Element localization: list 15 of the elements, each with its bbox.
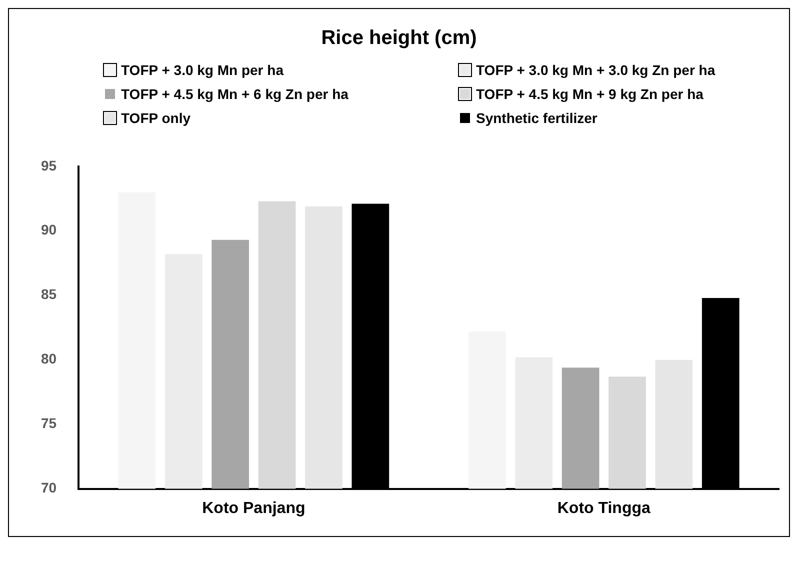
legend-label: TOFP + 4.5 kg Mn + 6 kg Zn per ha <box>121 86 348 102</box>
y-tick-label: 70 <box>40 480 57 496</box>
x-tick-label: Koto Tingga <box>557 500 650 517</box>
chart-title: Rice height (cm) <box>320 26 478 51</box>
legend-label: TOFP + 4.5 kg Mn + 9 kg Zn per ha <box>476 86 704 102</box>
y-tick-label: 85 <box>40 286 57 302</box>
y-tick-label: 75 <box>40 415 57 432</box>
legend-label: Synthetic fertilizer <box>476 110 598 126</box>
y-tick-label: 80 <box>40 350 57 367</box>
legend-label: TOFP + 3.0 kg Mn + 3.0 kg Zn per ha <box>476 62 716 78</box>
y-tick-label: 90 <box>40 222 57 238</box>
x-tick-label: Koto Panjang <box>202 500 306 517</box>
legend-label: TOFP + 3.0 kg Mn per ha <box>121 62 284 78</box>
y-tick-label: 95 <box>40 157 57 174</box>
legend-label: TOFP only <box>121 110 190 126</box>
